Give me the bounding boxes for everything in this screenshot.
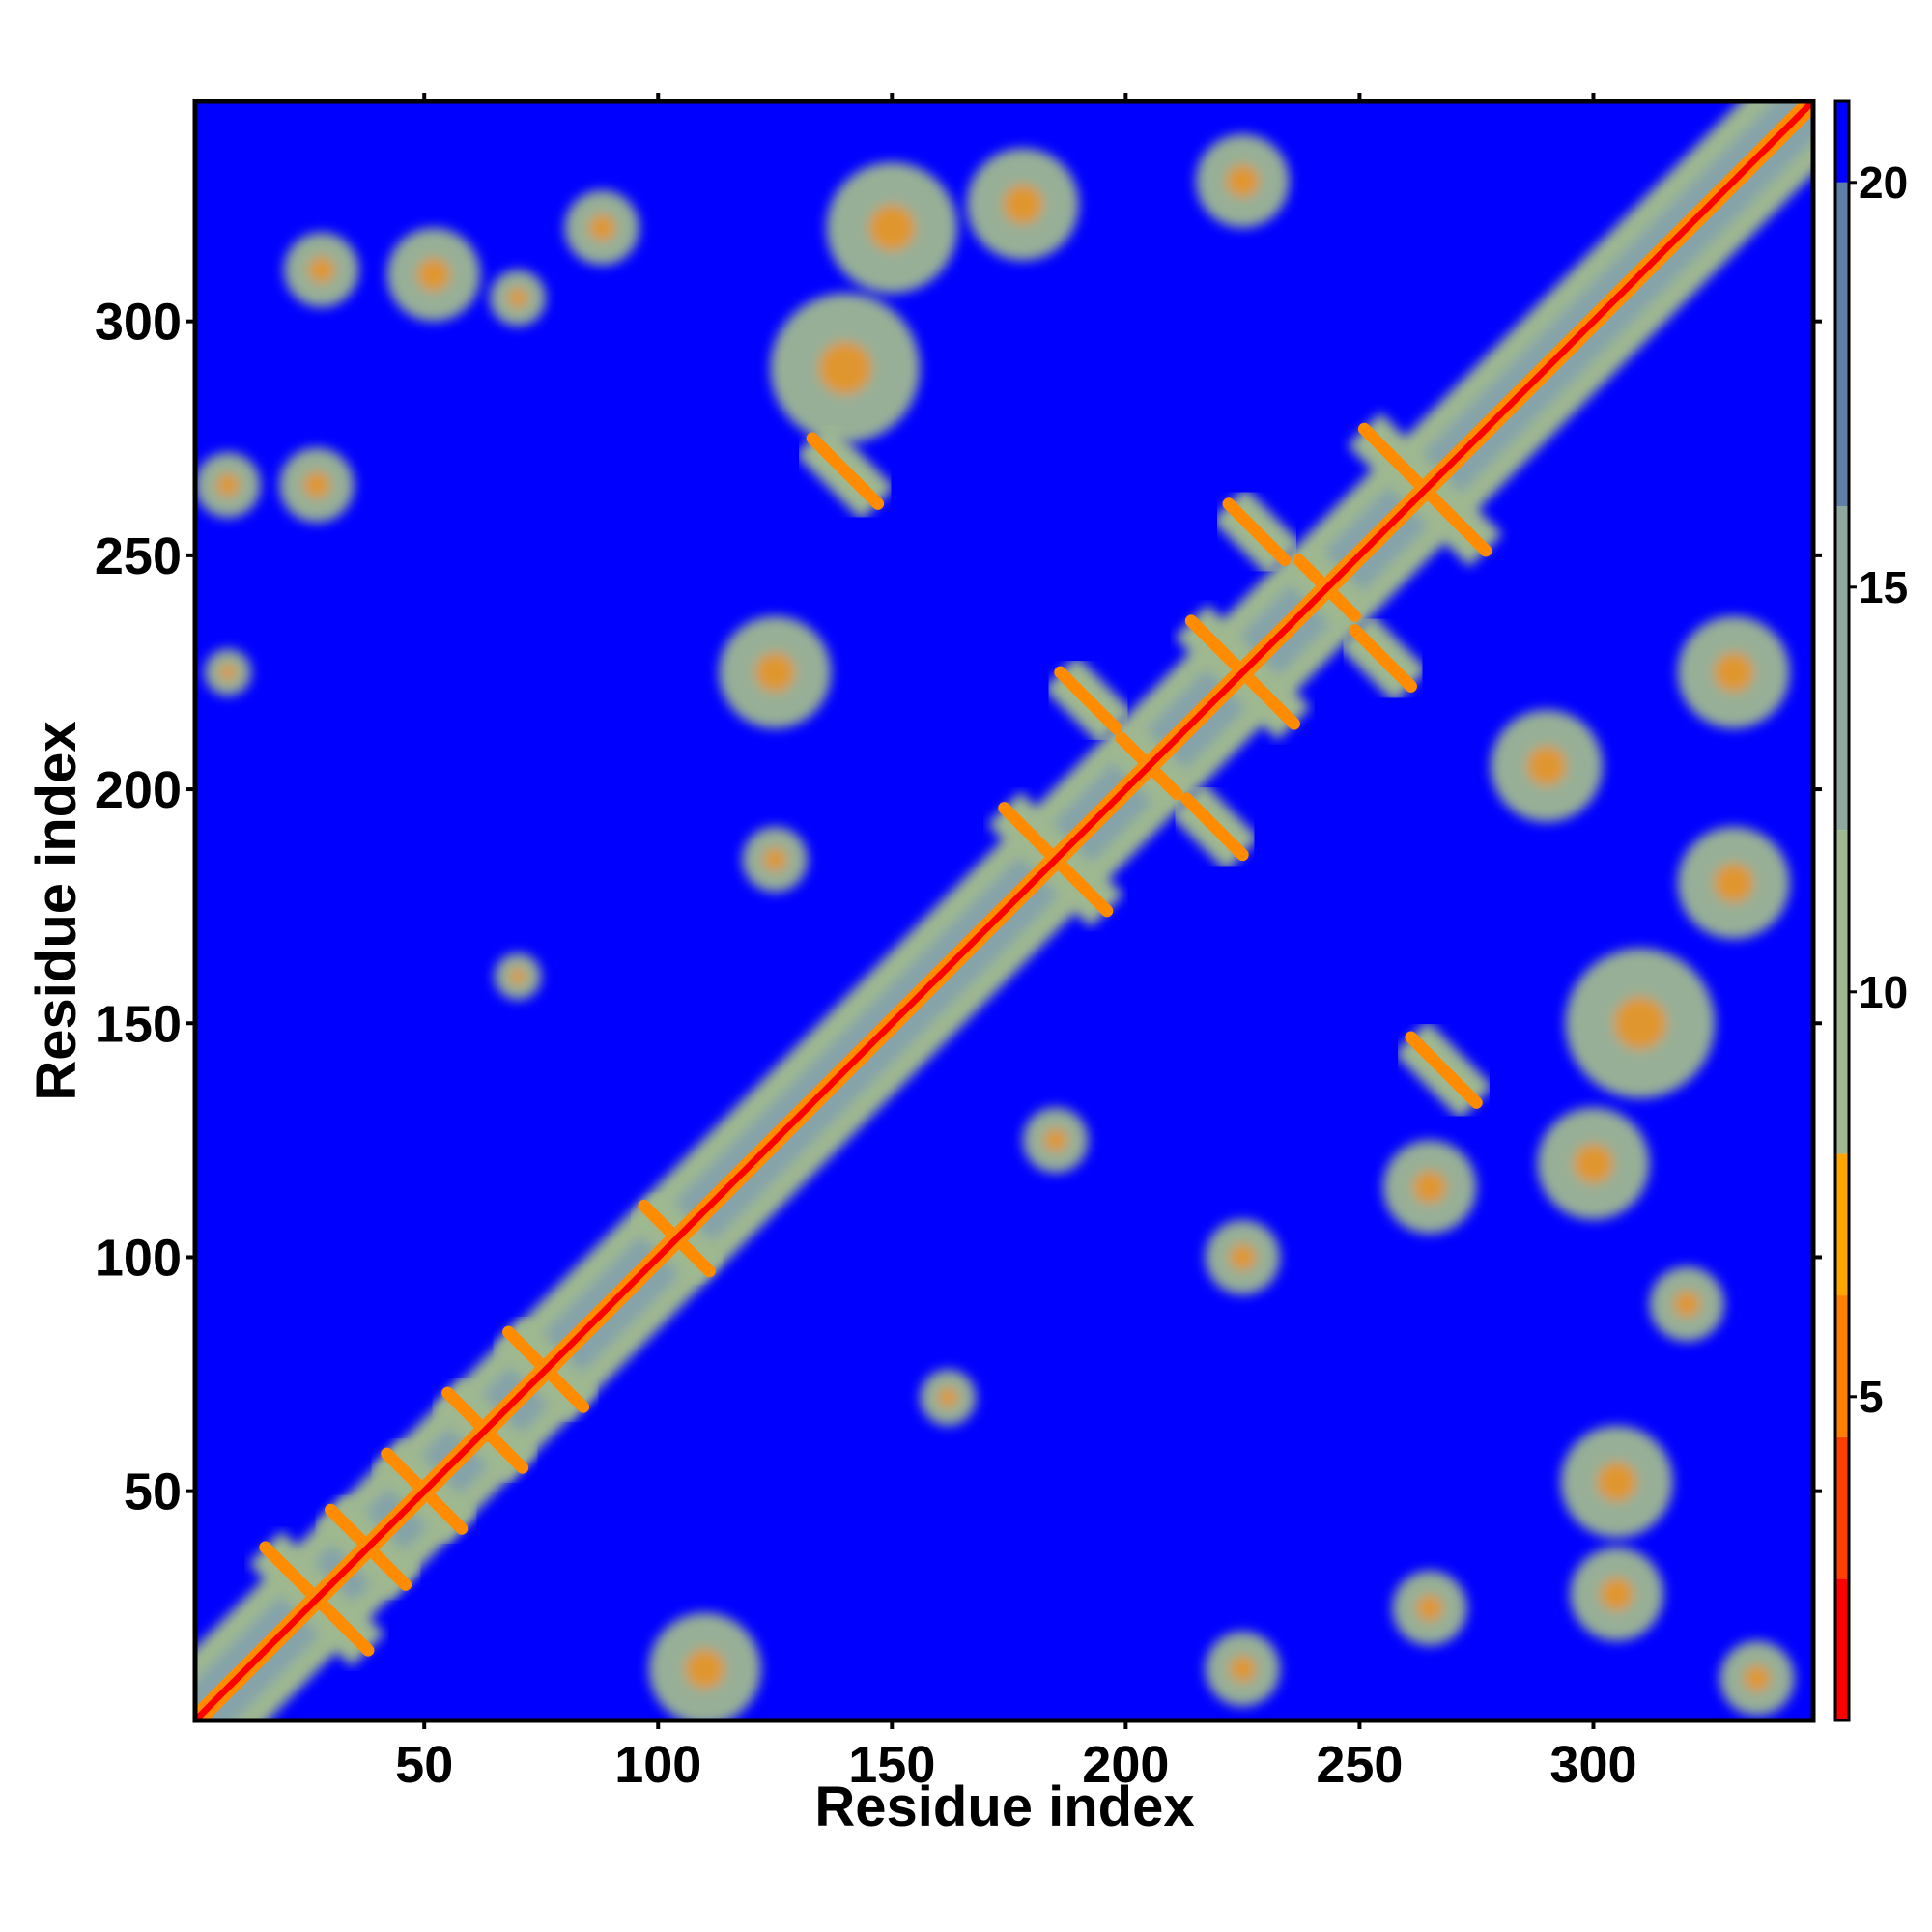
contact-blob-core [938,1387,958,1407]
colorbar-tick-label: 5 [1859,1372,1884,1422]
colorbar-frame [1833,99,1851,1722]
strand-contact [1180,792,1249,862]
colorbar-segment [1835,830,1849,1154]
diagonal-core [195,101,1813,1720]
y-tick-label: 300 [95,294,182,352]
y-axis-title: Residue index [25,721,88,1100]
contact-blob-core [416,258,450,292]
x-axis: 50 100 150 200 250 300 [395,93,1637,1794]
contact-blob-core [1226,164,1260,198]
strand-contact [1222,497,1292,566]
x-tick-label: 50 [395,1736,453,1794]
strand-contact [1054,666,1122,735]
strand-contact [806,432,885,510]
colorbar-tick-label: 20 [1859,157,1908,208]
contact-blob-core [1413,1170,1446,1204]
contact-blob-core [685,1649,725,1690]
contact-blob-core [1526,746,1567,786]
contact-blob-core [1600,1577,1634,1611]
contact-blob-core [868,205,916,251]
x-tick-label: 100 [614,1736,701,1794]
contact-blob-core [1714,863,1754,903]
colorbar-segment [1835,1153,1849,1296]
contact-blob-core [1003,185,1043,224]
contact-blob-core [1229,1243,1256,1271]
colorbar-tick-label: 15 [1859,562,1908,612]
x-tick-label: 150 [848,1736,935,1794]
colorbar-segment [1835,1578,1849,1720]
contact-blob-core [1673,1291,1700,1318]
colorbar-segment [1835,101,1849,183]
colorbar-segment [1835,182,1849,507]
contact-blob-core [219,664,237,681]
contact-blob-core [1597,1462,1637,1502]
contact-blob-core [1574,1144,1613,1183]
contact-halo-layer [195,133,1795,1720]
contact-blob-core [1714,652,1754,693]
x-tick-label: 250 [1316,1736,1403,1794]
y-tick-label: 50 [124,1463,182,1521]
colorbar-segment [1835,1436,1849,1579]
colorbar-segment [1835,1295,1849,1437]
contact-blob-core [216,473,240,497]
y-axis: 50 100 150 200 250 300 [95,294,1822,1521]
x-tick-label: 200 [1082,1736,1169,1794]
x-tick-label: 300 [1549,1736,1636,1794]
contact-blob-core [308,256,335,283]
contact-blob-core [507,288,528,308]
contact-blob-core [763,847,787,871]
contact-blob-core [818,341,872,395]
contact-blob-core [1416,1595,1443,1622]
x-axis-title: Residue index [814,1776,1194,1838]
contact-blob-core [509,968,526,985]
contact-blob-core [1744,1664,1771,1691]
strand-contact [1349,624,1417,693]
y-tick-label: 250 [95,527,182,585]
y-tick-label: 100 [95,1229,182,1287]
contact-blob-core [1229,1656,1256,1683]
strand-contact [1405,1031,1483,1109]
contact-blob-core [588,214,615,242]
colorbar-segment [1835,506,1849,831]
contact-blob-core [303,471,330,498]
colorbar-tick-label: 10 [1859,967,1908,1017]
y-tick-label: 150 [95,995,182,1053]
plot-frame [192,99,1816,1723]
colorbar: 5 10 15 20 [1833,99,1908,1722]
contact-blob-core [1043,1128,1067,1152]
y-tick-label: 200 [95,761,182,819]
contact-blob-core [754,652,795,693]
contact-blob-core [1613,997,1666,1050]
